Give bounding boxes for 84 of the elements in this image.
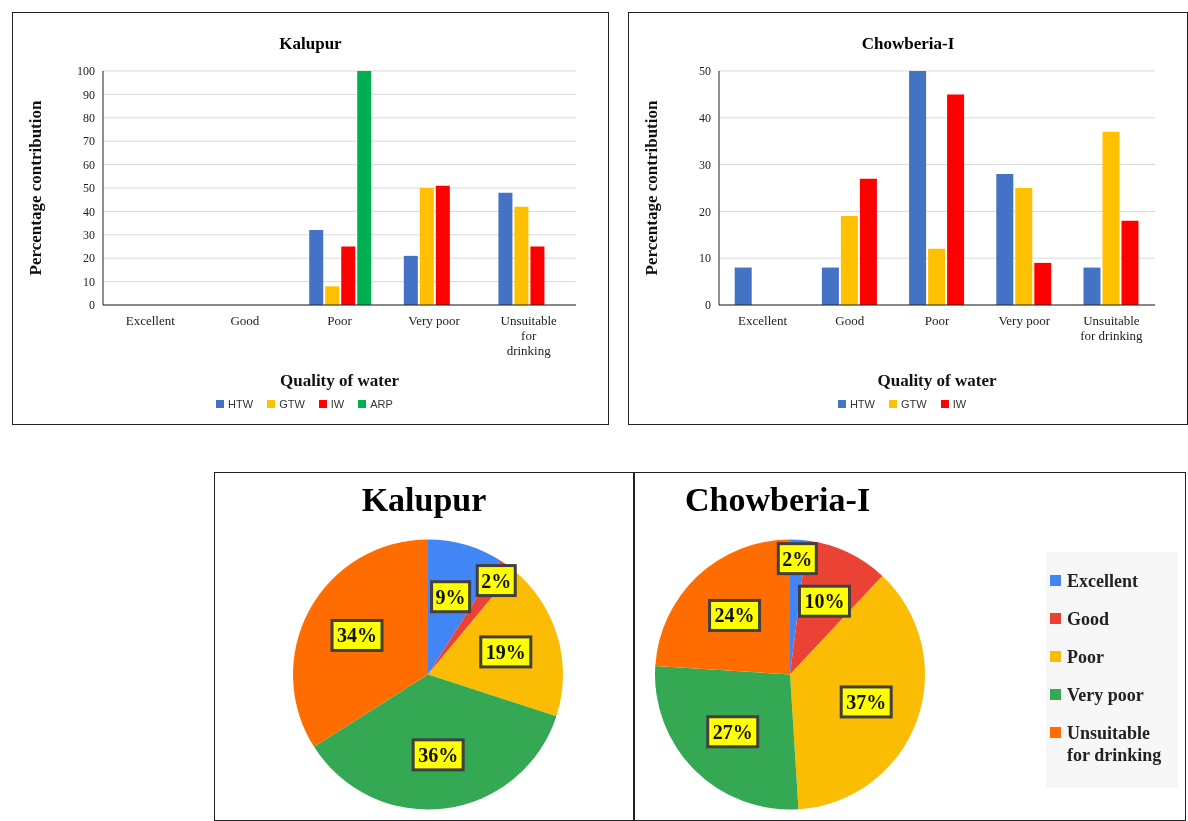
y-tick-label: 10 [699,251,711,266]
bar [1034,262,1052,305]
y-tick-label: 10 [83,274,95,289]
bar [859,178,877,305]
legend-label: Good [1067,607,1110,630]
y-tick-label: 20 [699,204,711,219]
y-tick-label: 50 [83,181,95,196]
y-tick-label: 60 [83,157,95,172]
y-tick-label: 40 [699,111,711,126]
x-tick-label: Unsuitable for drinking [1080,313,1144,343]
legend-label: Poor [1067,645,1104,668]
data-label: 24% [714,604,755,627]
legend-label: HTW [227,398,254,410]
data-label: 10% [804,590,845,613]
bar [309,230,324,305]
bar [341,246,356,305]
bar [403,255,418,305]
x-tick-label: Excellent [738,313,788,328]
data-label: 2% [782,547,813,570]
y-axis-title: Percentage contribution [26,100,46,276]
chart-title: Chowberia-I [684,480,872,520]
pie-slice [790,576,925,810]
x-axis-title: Quality of water [280,371,400,390]
data-label: 19% [485,640,526,663]
legend-label: IW [329,398,345,410]
pie-slice [293,539,428,747]
y-axis-title: Percentage contribution [642,100,662,276]
bar [928,248,946,305]
chart-title: Kalupur [360,480,488,520]
x-tick-label: Poor [327,313,353,328]
bar [996,173,1014,305]
bar [909,71,927,305]
y-tick-label: 40 [83,204,95,219]
y-tick-label: 20 [83,251,95,266]
y-tick-label: 100 [77,64,95,79]
data-label: 2% [481,569,512,592]
legend-label: HTW [848,398,875,410]
legend-label: IW [951,398,967,410]
y-tick-label: 70 [83,134,95,149]
legend-label: GTW [899,398,927,410]
x-tick-label: Poor [924,313,950,328]
bar [435,185,450,305]
x-tick-label: Excellent [125,313,176,328]
bar [1121,220,1139,305]
x-tick-label: Very poor [998,313,1051,328]
x-tick-label: Good [835,313,865,328]
legend-label: Very poor [1067,683,1144,706]
legend-label: Excellent [1067,569,1138,592]
bar [514,206,529,305]
y-tick-label: 0 [705,298,711,313]
y-tick-label: 0 [89,298,95,313]
bar [947,94,965,305]
bar [498,192,513,305]
data-label: 37% [846,690,887,713]
legend-label: ARP [369,398,393,410]
y-tick-label: 30 [83,228,95,243]
data-label: 9% [435,585,466,608]
pie-slice [314,674,557,810]
chart-title: Kalupur [278,33,343,55]
data-label: 34% [337,624,378,647]
data-label: 27% [712,720,753,743]
bar [734,267,752,305]
pie-slice [655,666,799,810]
bar [1102,131,1120,305]
bar [357,71,372,305]
bar [840,216,858,305]
legend-label: Unsuitable for drinking [1067,721,1163,766]
chart-title: Chowberia-I [860,33,956,55]
x-tick-label: Very poor [408,313,461,328]
bar [325,286,340,305]
x-axis-title: Quality of water [877,371,997,390]
bar [419,188,434,305]
x-tick-label: Unsuitable for drinking [500,313,558,358]
y-tick-label: 80 [83,111,95,126]
y-tick-label: 90 [83,87,95,102]
bar [821,267,839,305]
bar [1083,267,1101,305]
y-tick-label: 50 [699,64,711,79]
bar [530,246,545,305]
x-tick-label: Good [230,313,260,328]
bar [1015,188,1033,305]
legend-label: GTW [278,398,305,410]
y-tick-label: 30 [699,157,711,172]
data-label: 36% [418,743,459,766]
